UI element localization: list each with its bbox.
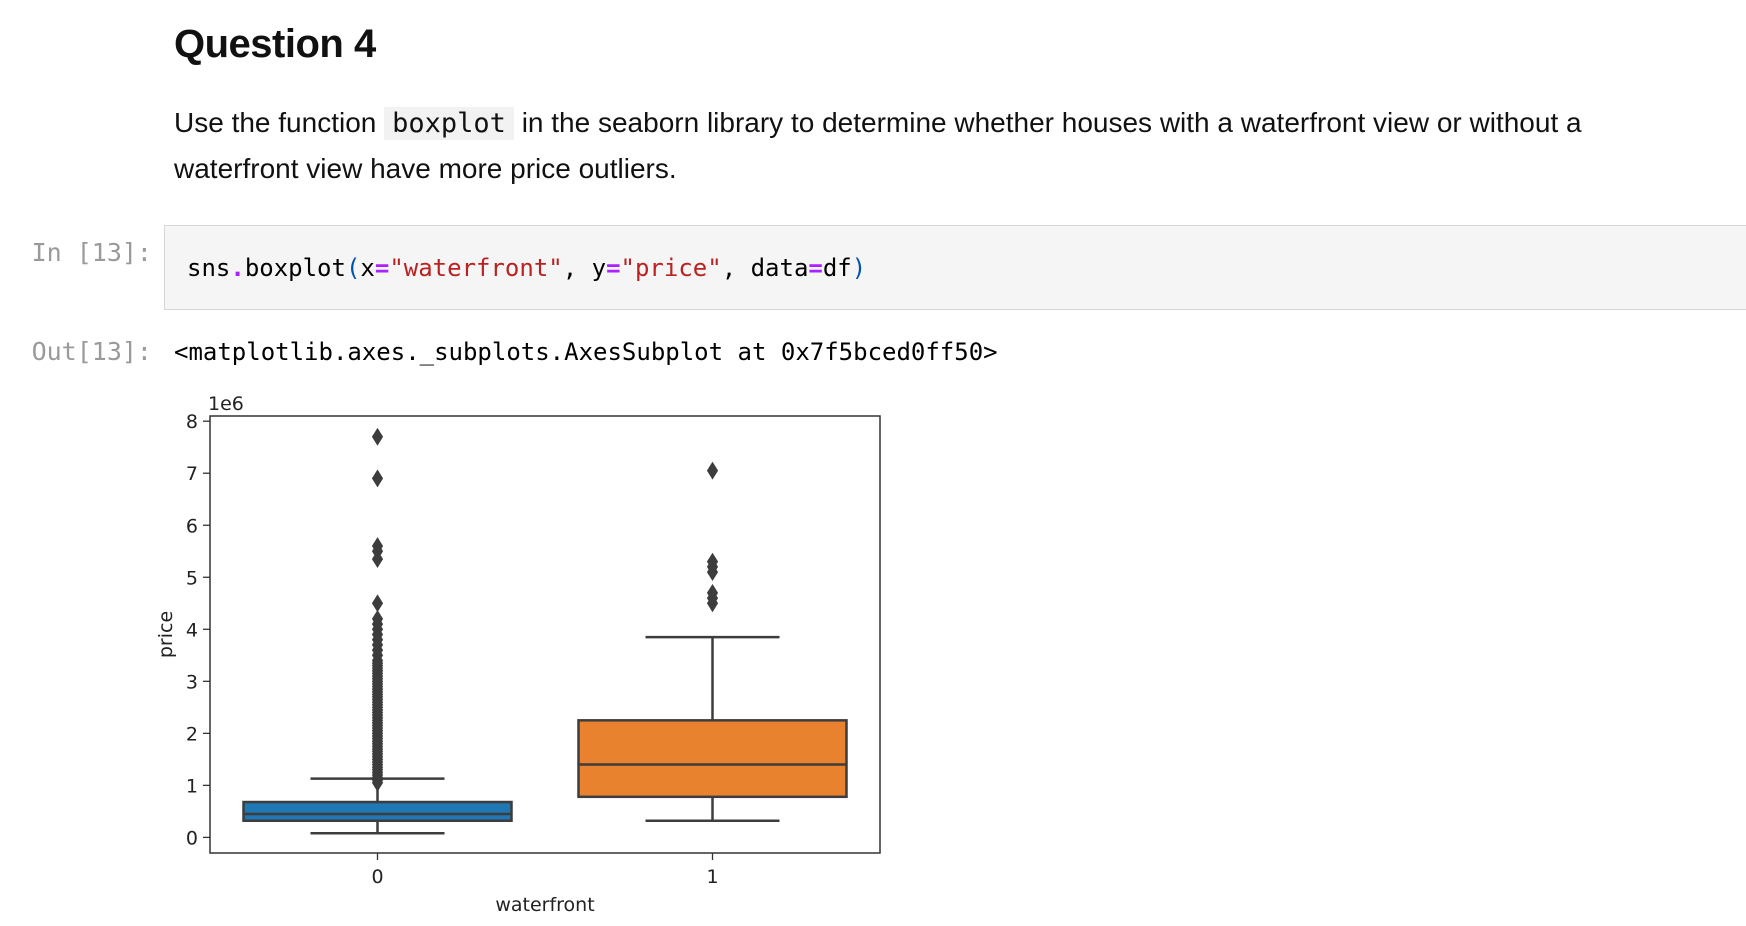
outlier-point [371, 469, 384, 488]
y-tick-label: 5 [186, 567, 198, 589]
code-token: = [808, 254, 823, 282]
inline-code-boxplot: boxplot [384, 107, 514, 140]
code-cell[interactable]: sns.boxplot(x="waterfront", y="price", d… [164, 225, 1746, 310]
y-tick-label: 3 [186, 671, 198, 693]
boxplot-chart: 0 1 2 3 4 5 6 7 8 1e6 price 0 1 waterfront [155, 393, 881, 916]
code-token: ( [345, 254, 361, 282]
y-axis-label: price [155, 611, 177, 658]
outlier-point [706, 461, 719, 480]
y-tick-label: 6 [186, 515, 198, 537]
y-tick-label: 4 [186, 619, 198, 641]
y-tick-label: 1 [186, 775, 198, 797]
output-prompt: Out[13]: [31, 337, 152, 366]
code-token: , [562, 254, 592, 282]
box-1 [577, 719, 848, 799]
y-tick-label: 0 [186, 827, 198, 849]
code-token: ) [851, 254, 867, 282]
outlier-point [706, 583, 719, 602]
outlier-point [371, 594, 384, 613]
plot-frame [209, 415, 881, 854]
code-token: = [606, 254, 621, 282]
x-tick-label: 0 [371, 866, 383, 888]
y-tick-label: 7 [186, 463, 198, 485]
question-instructions: Use the function boxplot in the seaborn … [174, 100, 1694, 191]
instructions-text-start: Use the function [174, 107, 385, 138]
x-axis-label: waterfront [495, 894, 594, 916]
code-token: data [750, 254, 809, 282]
code-token: y [591, 254, 607, 282]
y-tick-label: 8 [186, 411, 198, 433]
outlier-point [706, 552, 719, 571]
code-token: df [822, 254, 852, 282]
code-token: x [360, 254, 375, 282]
outlier-point [371, 609, 384, 628]
code-line[interactable]: sns.boxplot(x="waterfront", y="price", d… [187, 254, 866, 282]
y-tick-label: 2 [186, 723, 198, 745]
x-tick-label: 1 [706, 866, 718, 888]
code-token: "price" [620, 254, 722, 282]
code-token: "waterfront" [389, 254, 563, 282]
code-token: . [230, 254, 245, 282]
outlier-point [371, 537, 384, 556]
input-prompt: In [13]: [31, 238, 152, 267]
output-text: <matplotlib.axes._subplots.AxesSubplot a… [174, 338, 998, 366]
outlier-point [371, 427, 384, 446]
code-token: sns [187, 254, 231, 282]
code-token: boxplot [244, 254, 346, 282]
question-heading: Question 4 [174, 22, 376, 66]
box-0 [242, 800, 513, 822]
instructions-text-end: in the seaborn library to determine whet… [174, 107, 1582, 184]
code-token: = [374, 254, 390, 282]
y-offset-label: 1e6 [208, 393, 244, 415]
code-token: , [721, 254, 751, 282]
